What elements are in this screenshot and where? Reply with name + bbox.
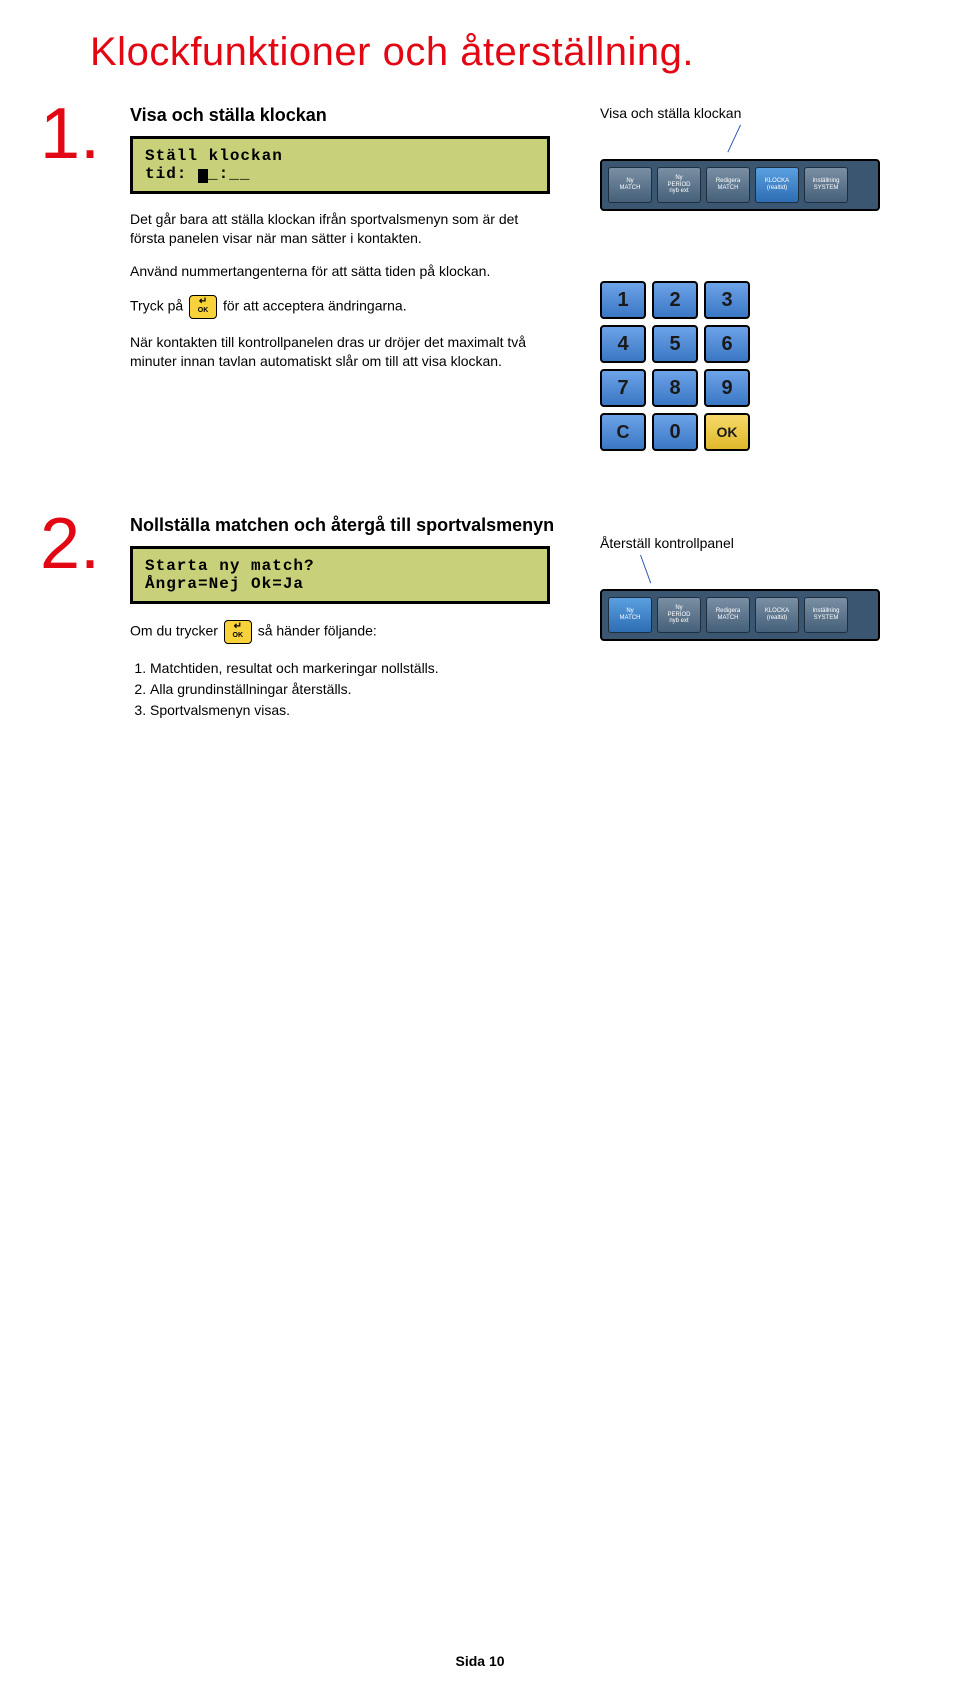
lcd2-line2: Ångra=Nej Ok=Ja bbox=[145, 575, 535, 593]
ok-button-icon: ↵ OK bbox=[189, 295, 217, 319]
section-1: 1. Visa och ställa klockan Ställ klockan… bbox=[0, 105, 960, 455]
key-1[interactable]: 1 bbox=[600, 281, 646, 319]
p2b3l1: Redigera bbox=[716, 608, 740, 615]
p2b3l2: MATCH bbox=[718, 615, 739, 622]
step-number-1: 1. bbox=[20, 93, 100, 175]
s2-right-label: Återställ kontrollpanel bbox=[600, 535, 910, 551]
key-0[interactable]: 0 bbox=[652, 413, 698, 451]
s1-para1: Det går bara att ställa klockan ifrån sp… bbox=[130, 210, 550, 248]
panel-btn-ny-period[interactable]: NyPERIODnyb ext bbox=[657, 167, 701, 203]
lcd2-line1: Starta ny match? bbox=[145, 557, 535, 575]
ok-label: OK bbox=[225, 632, 251, 639]
ok-label: OK bbox=[190, 307, 216, 314]
lcd1-line2: tid: _:__ bbox=[145, 165, 535, 183]
panel-btn-klocka[interactable]: KLOCKA(realtid) bbox=[755, 597, 799, 633]
pb1l2: MATCH bbox=[620, 185, 641, 192]
section-2: 2. Nollställa matchen och återgå till sp… bbox=[0, 515, 960, 865]
page-footer: Sida 10 bbox=[0, 1653, 960, 1669]
section2-right-column: Återställ kontrollpanel NyMATCH NyPERIOD… bbox=[600, 535, 910, 641]
p2b4l1: KLOCKA bbox=[765, 608, 789, 615]
panel-btn-redigera-match[interactable]: RedigeraMATCH bbox=[706, 597, 750, 633]
section2-heading: Nollställa matchen och återgå till sport… bbox=[130, 515, 960, 536]
p2b4l2: (realtid) bbox=[767, 615, 787, 622]
key-5[interactable]: 5 bbox=[652, 325, 698, 363]
pb1l1: Ny bbox=[626, 178, 633, 185]
step-number-2: 2. bbox=[20, 503, 100, 585]
s2-para-a: Om du trycker bbox=[130, 623, 218, 639]
s1-para2: Använd nummertangenterna för att sätta t… bbox=[130, 262, 550, 281]
lcd-display-2: Starta ny match? Ångra=Nej Ok=Ja bbox=[130, 546, 550, 604]
pb3l2: MATCH bbox=[718, 185, 739, 192]
pb4l1: KLOCKA bbox=[765, 178, 789, 185]
s2-para-b: så händer följande: bbox=[258, 623, 377, 639]
control-panel-1: NyMATCH NyPERIODnyb ext RedigeraMATCH KL… bbox=[600, 159, 880, 211]
p2b5l1: Inställning bbox=[812, 608, 839, 615]
p2b2l1: Ny bbox=[675, 605, 682, 612]
p2b2l3: nyb ext bbox=[669, 618, 688, 625]
p2b2l2: PERIOD bbox=[667, 612, 690, 619]
key-c[interactable]: C bbox=[600, 413, 646, 451]
key-2[interactable]: 2 bbox=[652, 281, 698, 319]
panel-btn-installning-system[interactable]: InställningSYSTEM bbox=[804, 597, 848, 633]
panel-btn-ny-period[interactable]: NyPERIODnyb ext bbox=[657, 597, 701, 633]
key-9[interactable]: 9 bbox=[704, 369, 750, 407]
s1-right-label: Visa och ställa klockan bbox=[600, 105, 910, 121]
enter-arrow-icon: ↵ bbox=[225, 622, 251, 632]
page-title: Klockfunktioner och återställning. bbox=[0, 0, 960, 85]
cursor-icon bbox=[198, 169, 208, 183]
lcd1-line1: Ställ klockan bbox=[145, 147, 535, 165]
pb5l1: Inställning bbox=[812, 178, 839, 185]
s1-para4: När kontakten till kontrollpanelen dras … bbox=[130, 333, 550, 371]
numeric-keypad: 1 2 3 4 5 6 7 8 9 C 0 OK bbox=[600, 281, 755, 451]
lcd1-l2-suffix: _:__ bbox=[208, 165, 250, 183]
pb2l3: nyb ext bbox=[669, 188, 688, 195]
step-item-2: Alla grundinställningar återställs. bbox=[150, 679, 960, 700]
key-6[interactable]: 6 bbox=[704, 325, 750, 363]
s1-para3: Tryck på ↵ OK för att acceptera ändringa… bbox=[130, 295, 550, 319]
lcd1-l2-prefix: tid: bbox=[145, 165, 198, 183]
step-item-1: Matchtiden, resultat och markeringar nol… bbox=[150, 658, 960, 679]
panel-btn-redigera-match[interactable]: RedigeraMATCH bbox=[706, 167, 750, 203]
pb2l1: Ny bbox=[675, 175, 682, 182]
pointer-line-icon bbox=[727, 125, 741, 153]
pb4l2: (realtid) bbox=[767, 185, 787, 192]
panel-btn-klocka[interactable]: KLOCKA(realtid) bbox=[755, 167, 799, 203]
enter-arrow-icon: ↵ bbox=[190, 297, 216, 307]
key-7[interactable]: 7 bbox=[600, 369, 646, 407]
p2b1l2: MATCH bbox=[620, 615, 641, 622]
pb2l2: PERIOD bbox=[667, 182, 690, 189]
key-3[interactable]: 3 bbox=[704, 281, 750, 319]
pointer-line-icon bbox=[640, 555, 651, 584]
panel-btn-ny-match[interactable]: NyMATCH bbox=[608, 167, 652, 203]
steps-list: Matchtiden, resultat och markeringar nol… bbox=[150, 658, 960, 721]
s1-para3a: Tryck på bbox=[130, 297, 183, 313]
pb5l2: SYSTEM bbox=[814, 185, 839, 192]
panel-btn-ny-match[interactable]: NyMATCH bbox=[608, 597, 652, 633]
s2-para: Om du trycker ↵ OK så händer följande: bbox=[130, 620, 550, 644]
s1-para3b: för att acceptera ändringarna. bbox=[223, 297, 407, 313]
p2b1l1: Ny bbox=[626, 608, 633, 615]
section1-right-column: Visa och ställa klockan NyMATCH NyPERIOD… bbox=[600, 105, 910, 451]
pb3l1: Redigera bbox=[716, 178, 740, 185]
step-item-3: Sportvalsmenyn visas. bbox=[150, 700, 960, 721]
key-4[interactable]: 4 bbox=[600, 325, 646, 363]
p2b5l2: SYSTEM bbox=[814, 615, 839, 622]
panel-btn-installning-system[interactable]: InställningSYSTEM bbox=[804, 167, 848, 203]
lcd-display-1: Ställ klockan tid: _:__ bbox=[130, 136, 550, 194]
ok-button-icon: ↵ OK bbox=[224, 620, 252, 644]
key-ok[interactable]: OK bbox=[704, 413, 750, 451]
key-8[interactable]: 8 bbox=[652, 369, 698, 407]
control-panel-2: NyMATCH NyPERIODnyb ext RedigeraMATCH KL… bbox=[600, 589, 880, 641]
